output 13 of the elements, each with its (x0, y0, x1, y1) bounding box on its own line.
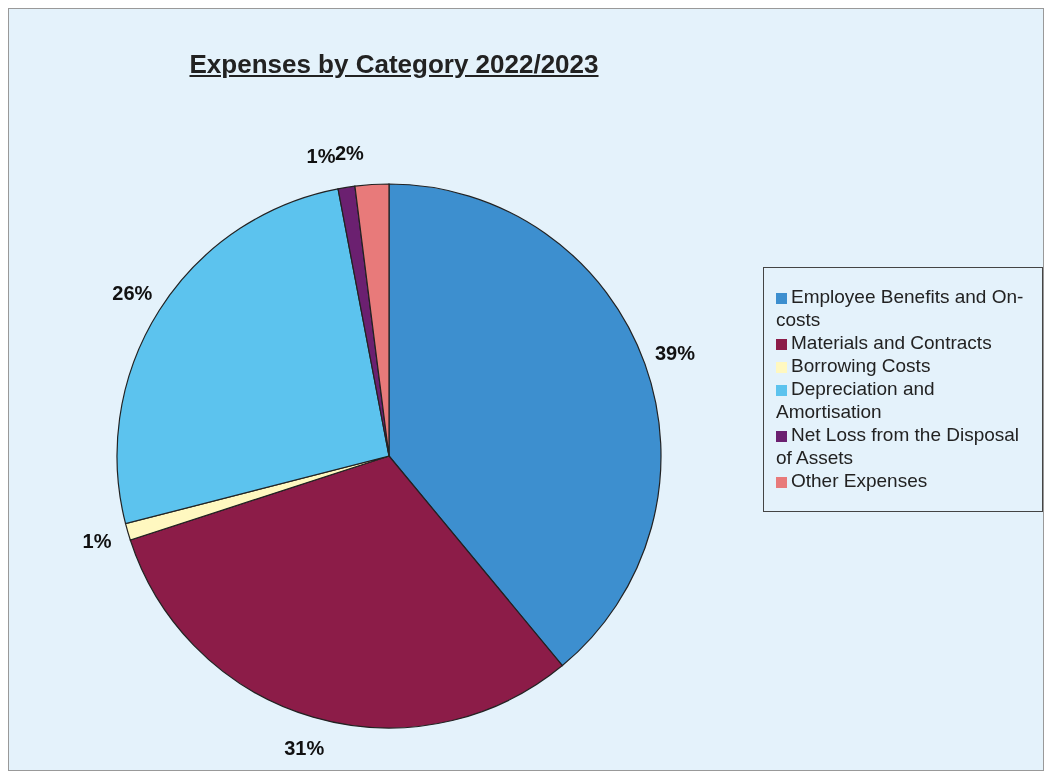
chart-title: Expenses by Category 2022/2023 (188, 49, 600, 80)
data-label: 26% (112, 282, 153, 305)
data-label: 1% (306, 144, 336, 167)
legend-label: Other Expenses (791, 470, 928, 491)
data-label: 2% (335, 141, 365, 164)
data-label: 31% (284, 736, 325, 759)
legend-label: Materials and Contracts (791, 332, 992, 353)
legend-label: Depreciation and Amortisation (776, 378, 935, 422)
legend-label: Employee Benefits and On-costs (776, 286, 1024, 330)
legend-label: Borrowing Costs (791, 355, 931, 376)
legend-label: Net Loss from the Disposal of Assets (776, 424, 1020, 468)
data-label: 1% (82, 529, 112, 552)
data-label: 39% (655, 342, 696, 365)
